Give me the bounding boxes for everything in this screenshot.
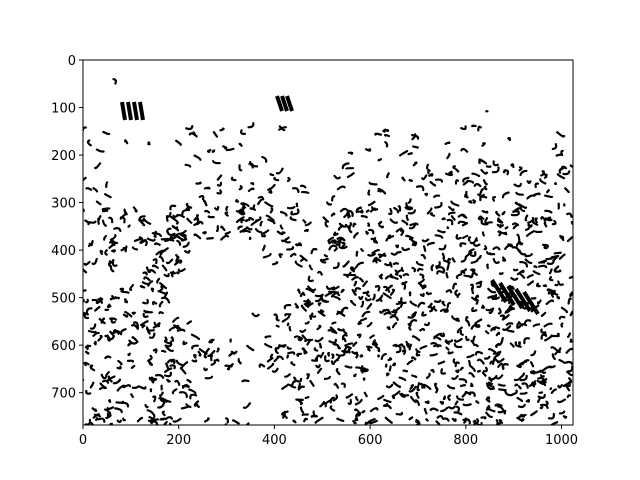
y-tick-label: 100 [51,102,76,117]
axes-frame [82,59,574,426]
x-tick-label: 600 [358,433,383,448]
x-tick-label: 200 [166,433,191,448]
y-tick-label: 500 [51,292,76,307]
x-tick-label: 0 [79,433,87,448]
x-tick-label: 1000 [545,433,578,448]
y-tick-label: 700 [51,387,76,402]
x-tick-label: 800 [453,433,478,448]
y-tick-label: 200 [51,149,76,164]
y-tick-label: 600 [51,339,76,354]
y-tick-label: 400 [51,244,76,259]
image-stripes [120,95,540,316]
image-edges [83,78,573,425]
image-background [83,60,573,425]
y-tick-label: 300 [51,197,76,212]
x-tick-label: 400 [262,433,287,448]
image [83,78,573,425]
y-tick-label: 0 [68,54,76,69]
